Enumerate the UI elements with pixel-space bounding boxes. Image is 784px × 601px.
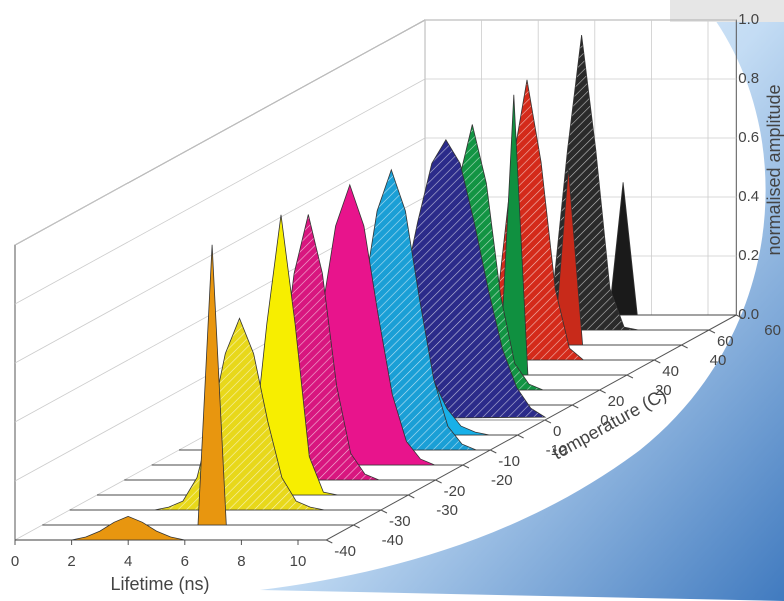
x-tick-label: 2	[67, 553, 75, 570]
y-tick-label: -30	[436, 502, 458, 519]
z-tick-label: 0.8	[738, 70, 759, 87]
x-tick-label: 4	[124, 553, 132, 570]
x-tick-label: 0	[11, 553, 19, 570]
y-tick-label: 40	[662, 363, 679, 380]
y-tick	[654, 360, 660, 363]
y-tick	[326, 540, 332, 543]
z-axis-label: normalised amplitude	[764, 84, 784, 255]
y-tick	[545, 420, 551, 423]
z-tick-label: 0.2	[738, 247, 759, 264]
x-tick-label: 6	[181, 553, 189, 570]
y-tick-label: -20	[444, 483, 466, 500]
y-tick	[600, 390, 606, 393]
y-tick	[682, 345, 688, 348]
y-tick-label: -20	[491, 472, 513, 489]
y-tick-label: -10	[498, 453, 520, 470]
y-tick-label: -40	[382, 532, 404, 549]
y-tick-label: -30	[389, 513, 411, 530]
y-tick	[709, 330, 715, 333]
y-tick	[627, 375, 633, 378]
x-axis-label: Lifetime (ns)	[110, 574, 209, 594]
y-tick-label: 40	[710, 352, 727, 369]
z-tick-label: 0.4	[738, 188, 759, 205]
corner-box	[670, 0, 784, 22]
grid-line	[15, 20, 425, 245]
y-tick	[490, 450, 496, 453]
y-tick	[518, 435, 524, 438]
x-tick-label: 8	[237, 553, 245, 570]
y-tick	[436, 480, 442, 483]
y-tick	[381, 510, 387, 513]
y-tick-label: 0	[553, 423, 561, 440]
y-tick	[354, 525, 360, 528]
curve	[15, 516, 326, 540]
y-tick-label: -40	[334, 543, 356, 560]
y-tick	[408, 495, 414, 498]
z-tick-label: 1.0	[738, 11, 759, 28]
y-tick-label: 60	[717, 333, 734, 350]
y-tick-label: 60	[764, 322, 781, 339]
z-tick-label: 0.0	[738, 306, 759, 323]
y-tick	[463, 465, 469, 468]
y-tick	[572, 405, 578, 408]
z-tick-label: 0.6	[738, 129, 759, 146]
chart: 0.0 0.2 0.4 0.6 0.8 1.0 0 2 4 6 8 10 -40 -40 -30 -30 -20…	[0, 0, 784, 601]
x-tick-label: 10	[290, 553, 307, 570]
